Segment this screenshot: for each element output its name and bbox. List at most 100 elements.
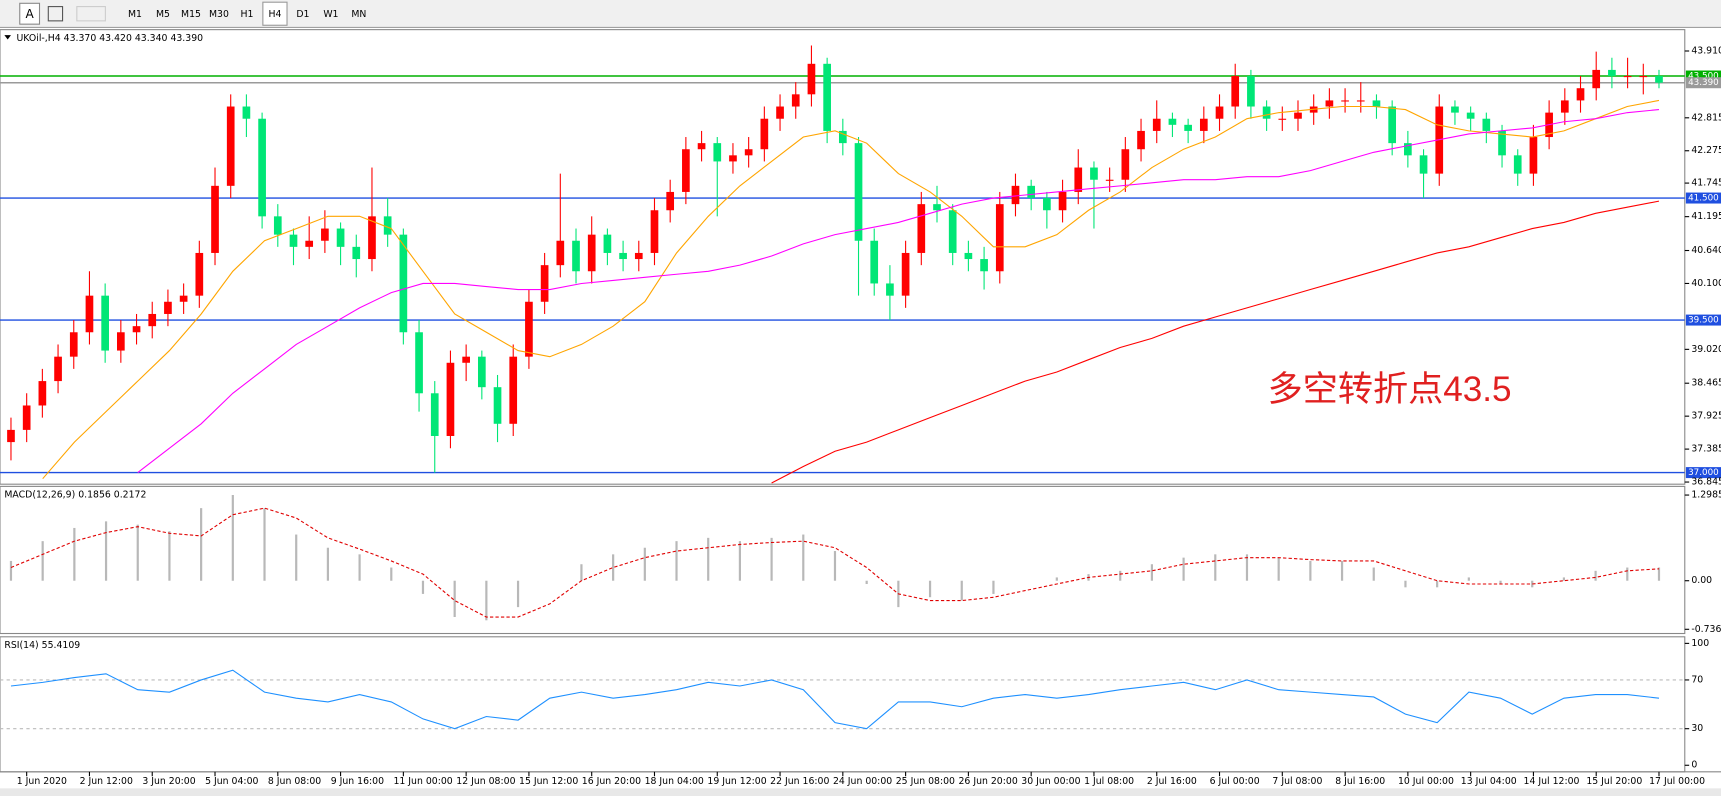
period-button[interactable]: H4 [268, 9, 281, 20]
candle-body [1576, 88, 1585, 101]
candle-body [540, 265, 549, 302]
candle-body [697, 143, 706, 150]
candle-body [1090, 167, 1098, 180]
candle-body [22, 405, 31, 430]
period-button[interactable]: MN [351, 9, 366, 20]
x-tick-label: 22 Jun 16:00 [770, 776, 829, 787]
candle-body [226, 106, 235, 186]
tool-button-label: A [26, 7, 35, 21]
period-button[interactable]: M1 [128, 9, 142, 20]
candle-body [1560, 100, 1569, 113]
candle-body [164, 301, 172, 314]
candle-body [1199, 118, 1208, 131]
candle-body [666, 191, 675, 211]
y-tick-label: 37.925 [1691, 411, 1721, 422]
y-tick-label: 40.100 [1691, 278, 1721, 289]
candle-body [1168, 118, 1177, 125]
x-tick-label: 30 Jun 00:00 [1021, 776, 1080, 787]
indicator-line [42, 99, 1660, 480]
candle-body [744, 149, 753, 156]
x-tick-label: 9 Jun 16:00 [331, 776, 384, 787]
period-button[interactable]: W1 [323, 9, 338, 20]
candle-body [101, 295, 109, 351]
candle-body [1592, 69, 1601, 89]
candle-body [1294, 112, 1302, 119]
x-tick-label: 15 Jul 20:00 [1586, 776, 1642, 787]
candle-body [1623, 76, 1632, 78]
x-tick-label: 6 Jul 00:00 [1210, 776, 1260, 787]
macd-plot [9, 494, 1661, 621]
y-tick-label: 30 [1691, 723, 1703, 734]
x-tick-label: 10 Jul 00:00 [1398, 776, 1454, 787]
period-button[interactable]: M5 [156, 9, 170, 20]
candle-body [619, 252, 627, 260]
tool-button[interactable] [19, 2, 41, 25]
period-button-active[interactable] [262, 1, 288, 26]
candle-body [525, 301, 533, 357]
candle-body [807, 63, 816, 95]
candle-body [38, 381, 47, 406]
y-tick-label: -0.7362 [1691, 624, 1721, 635]
candle-body [556, 240, 565, 266]
candle-body [1608, 69, 1616, 77]
y-tick-label: 41.745 [1691, 178, 1721, 189]
period-button[interactable]: H1 [240, 9, 253, 20]
toolbar [0, 0, 1721, 28]
candle-body [1215, 106, 1224, 119]
panel-menu-icon [4, 35, 11, 40]
candle-body [462, 356, 470, 363]
candle-body [760, 118, 769, 150]
candle-body [211, 185, 219, 253]
y-tick-label: 38.465 [1691, 378, 1721, 389]
candle-body [870, 240, 879, 284]
candle-body [509, 356, 518, 424]
x-tick-label: 17 Jul 00:00 [1649, 776, 1705, 787]
candle-body [791, 94, 800, 107]
candle-body [1466, 112, 1475, 119]
x-tick-label: 1 Jul 08:00 [1084, 776, 1134, 787]
y-tick-label: 42.275 [1691, 145, 1721, 156]
y-tick-label: 36.845 [1691, 477, 1721, 488]
candle-body [321, 228, 329, 241]
candle-body [1121, 149, 1130, 180]
candle-body [995, 204, 1004, 272]
candle-body [1419, 155, 1428, 174]
indicator-line [10, 669, 1660, 730]
candle-body [1043, 198, 1051, 211]
candle-body [1482, 118, 1491, 131]
tool-icon[interactable] [76, 6, 106, 22]
candle-body [603, 234, 612, 253]
tool-icon[interactable] [47, 6, 64, 22]
period-button[interactable]: M30 [209, 9, 229, 20]
period-button[interactable]: M15 [181, 9, 201, 20]
x-tick-label: 25 Jun 08:00 [896, 776, 955, 787]
y-tick-label: 70 [1691, 674, 1703, 685]
y-tick-label: 40.640 [1691, 245, 1721, 256]
candle-body [289, 234, 298, 247]
candle-body [493, 387, 502, 424]
candle-body [1231, 76, 1240, 107]
x-tick-label: 12 Jun 08:00 [456, 776, 515, 787]
candle-body [1325, 100, 1334, 107]
candle-body [1655, 76, 1663, 83]
candle-body [415, 332, 423, 394]
x-tick-label: 7 Jul 08:00 [1272, 776, 1322, 787]
candle-body [195, 252, 204, 296]
candle-body [1058, 191, 1067, 211]
level-label: 39.500 [1688, 316, 1719, 326]
candle-body [477, 356, 486, 388]
candle-body [179, 295, 188, 302]
candle-body [901, 252, 910, 296]
x-tick-label: 26 Jun 20:00 [959, 776, 1018, 787]
x-tick-label: 3 Jun 20:00 [142, 776, 195, 787]
candle-body [117, 332, 125, 351]
level-label: 41.500 [1688, 194, 1719, 204]
candle-body [1388, 106, 1397, 144]
y-tick-label: 42.815 [1691, 112, 1721, 123]
candle-body [1513, 155, 1522, 174]
x-tick-label: 18 Jun 04:00 [645, 776, 704, 787]
period-button[interactable]: D1 [296, 9, 309, 20]
candle-body [634, 252, 643, 260]
y-tick-label: 100 [1691, 638, 1709, 649]
